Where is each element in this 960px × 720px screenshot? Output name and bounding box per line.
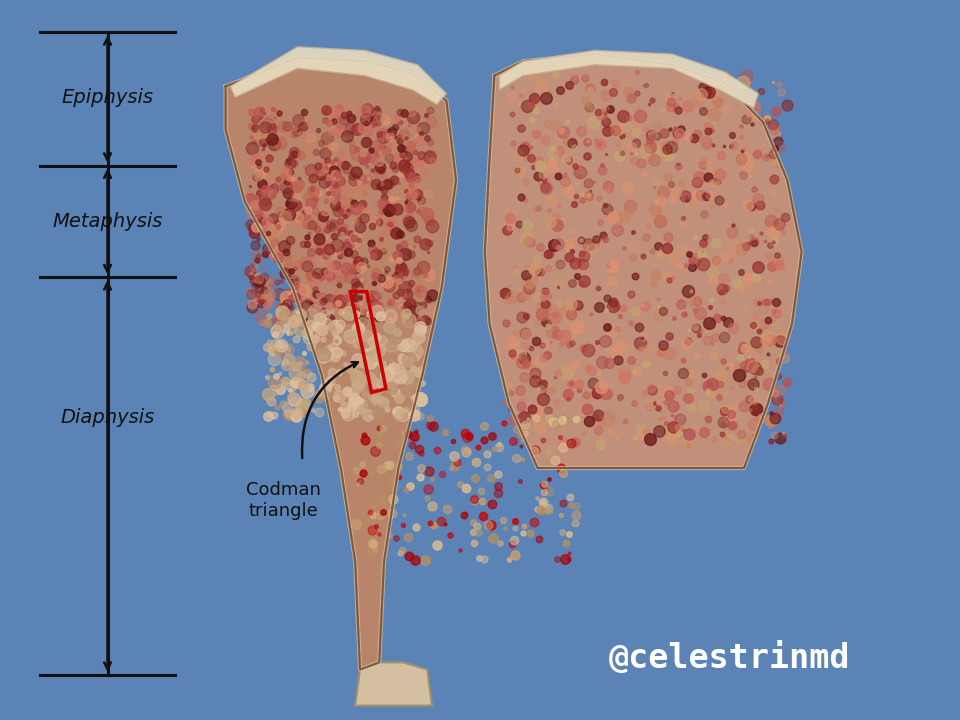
Text: Epiphysis: Epiphysis (61, 88, 154, 107)
Polygon shape (499, 50, 758, 108)
Text: Codman
triangle: Codman triangle (246, 481, 321, 520)
Polygon shape (230, 47, 446, 104)
Text: Metaphysis: Metaphysis (53, 212, 162, 230)
Polygon shape (355, 662, 432, 706)
Text: Diaphysis: Diaphysis (60, 408, 155, 427)
Polygon shape (226, 58, 456, 670)
Text: @celestrinmd: @celestrinmd (609, 642, 851, 675)
Polygon shape (485, 54, 802, 468)
